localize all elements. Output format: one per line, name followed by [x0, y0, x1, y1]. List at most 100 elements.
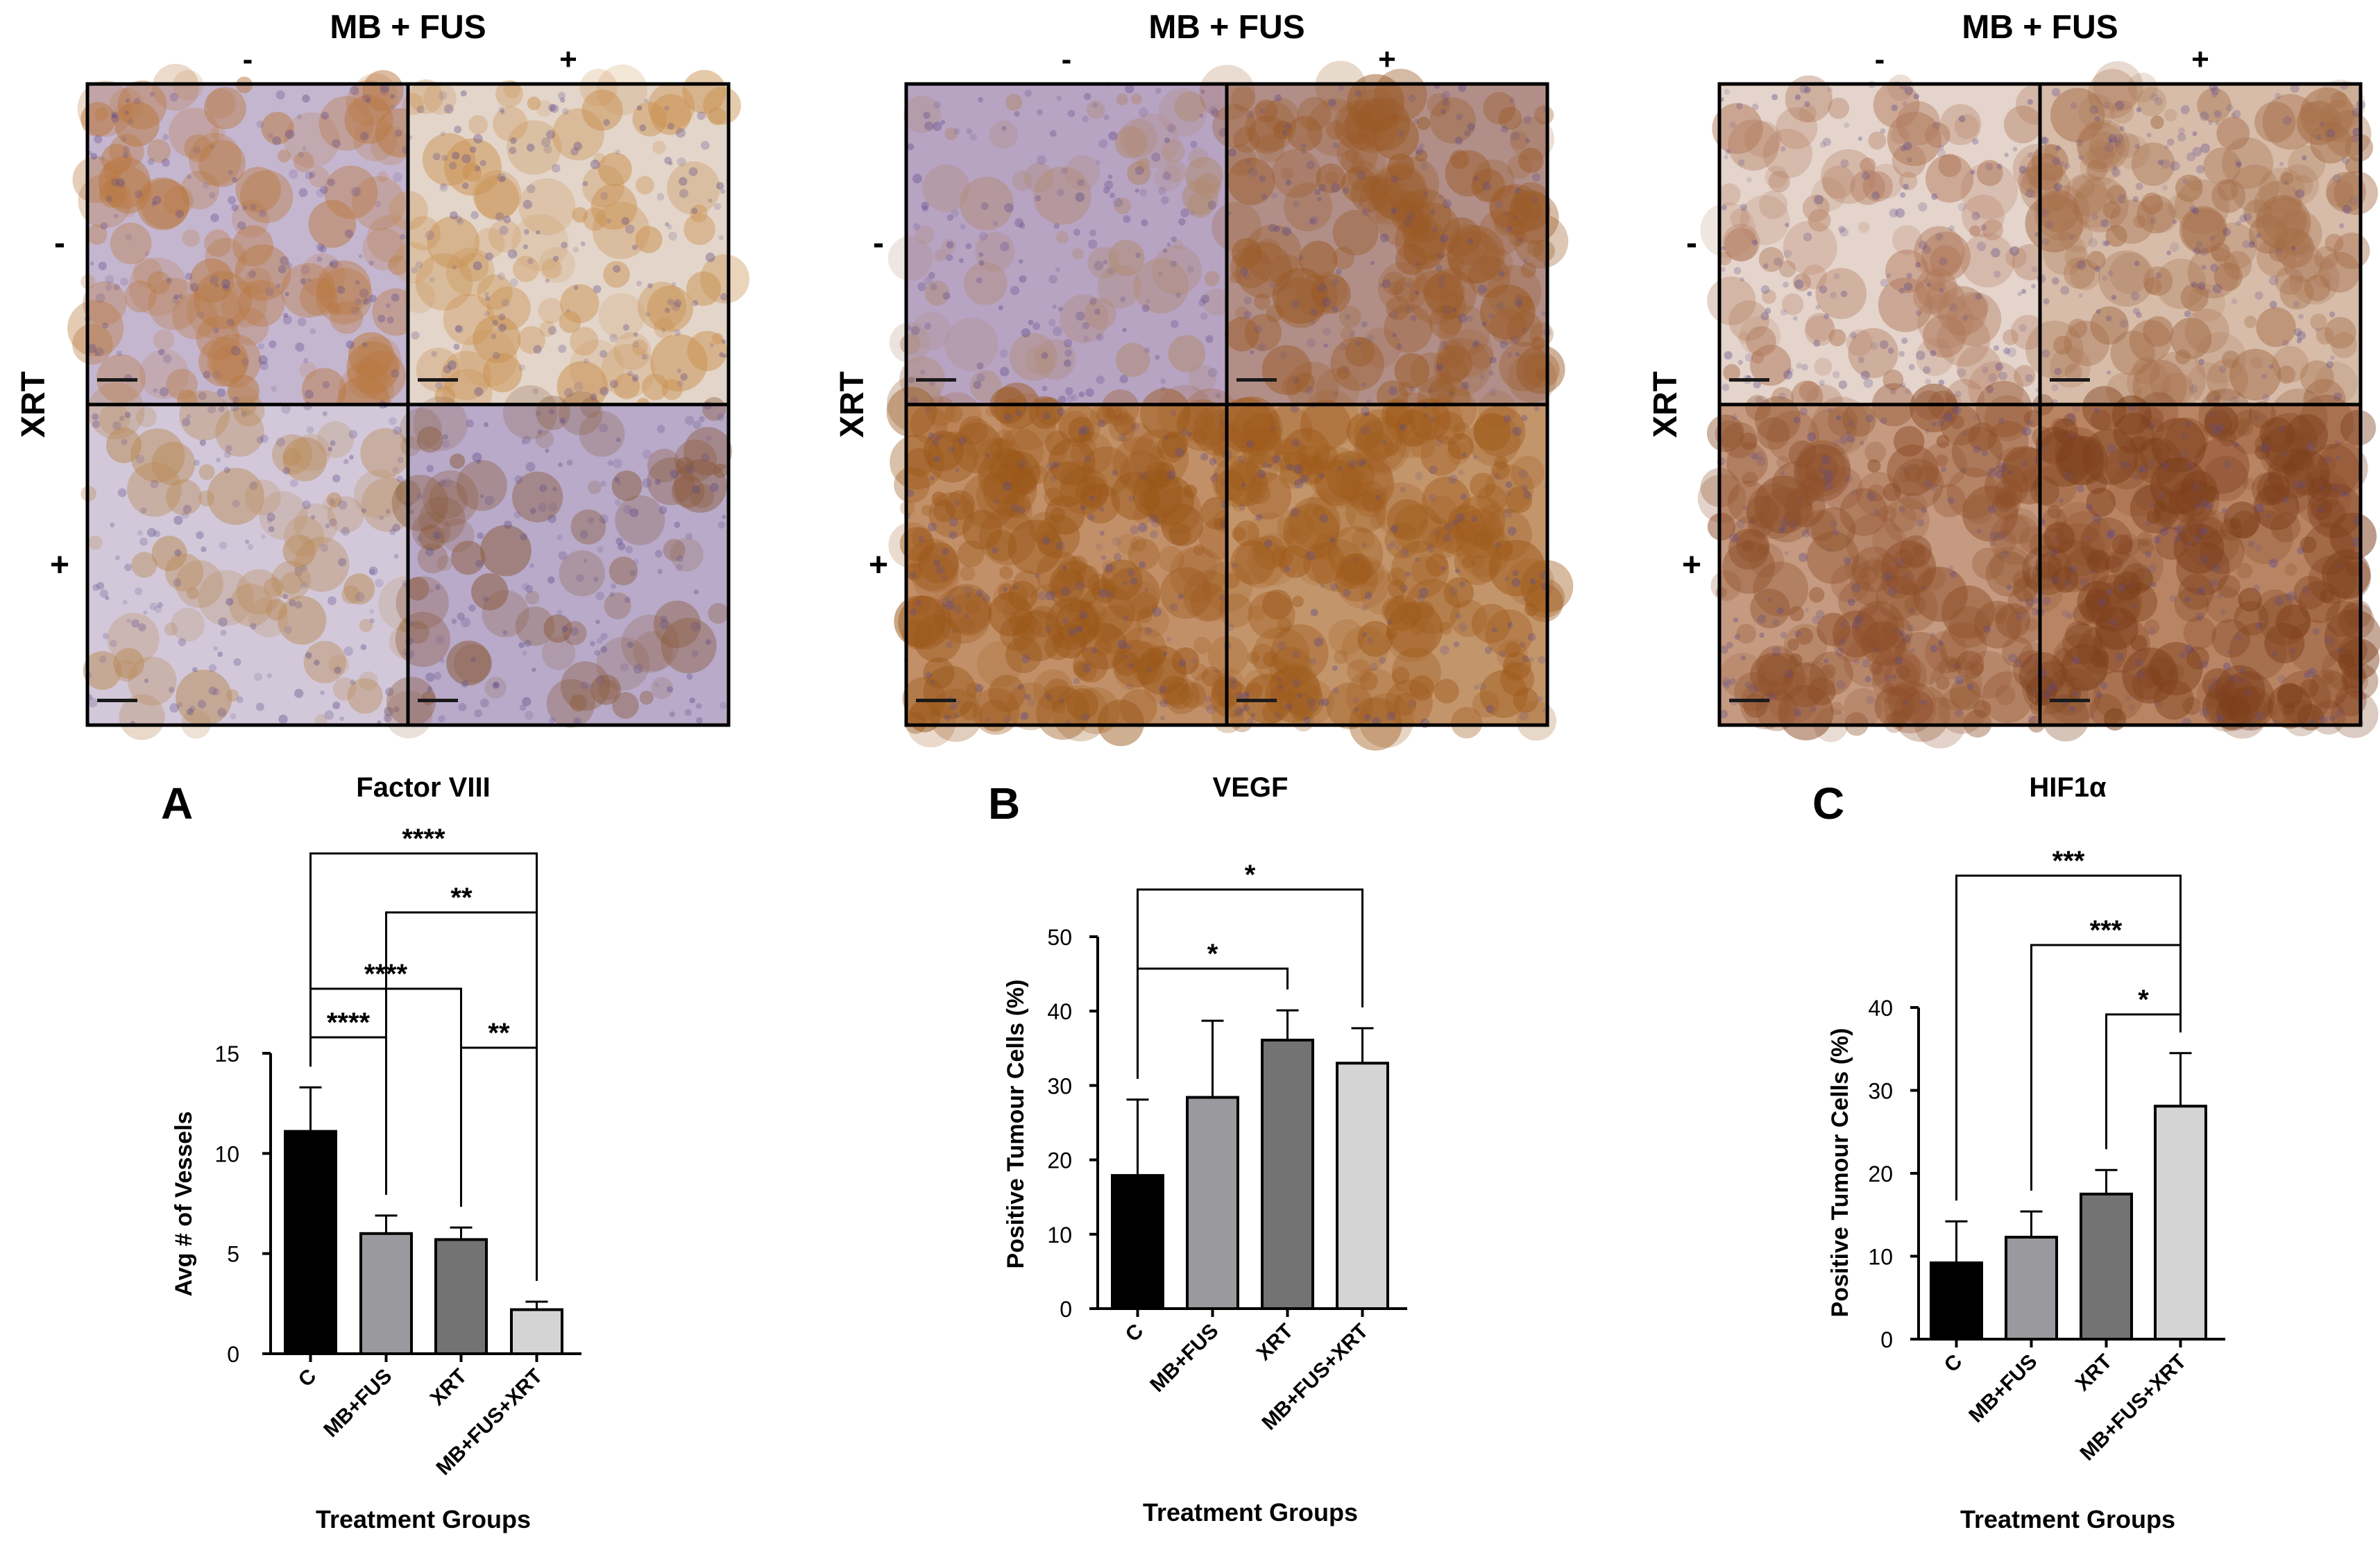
stain-blob: [2086, 549, 2111, 574]
nucleus: [2197, 282, 2206, 291]
nucleus: [316, 188, 325, 198]
nucleus: [978, 232, 988, 241]
stain-blob: [1868, 131, 1887, 150]
stain-blob: [355, 336, 402, 382]
stain-blob: [686, 271, 721, 306]
nucleus: [1962, 430, 1967, 436]
stain-blob: [1384, 441, 1399, 457]
stain-blob: [2238, 588, 2262, 612]
stain-blob: [1130, 641, 1162, 674]
significance-label: ****: [402, 824, 445, 854]
nucleus: [2139, 467, 2144, 473]
nucleus: [1832, 371, 1840, 379]
nucleus: [1810, 706, 1817, 713]
nucleus: [1895, 557, 1905, 567]
nucleus: [186, 414, 192, 419]
nucleus: [244, 539, 250, 544]
micrograph-panel: MB + FUS- +XRT-+: [15, 9, 750, 740]
nucleus: [610, 583, 617, 589]
nucleus: [629, 569, 636, 577]
nucleus: [172, 297, 179, 305]
stain-blob: [2154, 526, 2188, 560]
nucleus: [945, 253, 953, 262]
stain-blob: [479, 525, 532, 577]
nucleus: [259, 210, 266, 218]
stain-blob: [354, 469, 404, 519]
stain-blob: [326, 492, 342, 508]
stain-blob: [1742, 471, 1758, 488]
stain-blob: [1483, 92, 1516, 125]
nucleus: [1382, 279, 1391, 288]
nucleus: [328, 447, 333, 452]
nucleus: [921, 205, 928, 212]
stain-blob: [2051, 522, 2105, 577]
nucleus: [2193, 247, 2201, 255]
nucleus: [1277, 684, 1284, 690]
stain-blob: [1707, 276, 1756, 325]
stain-blob: [203, 87, 246, 130]
stain-blob: [1962, 485, 2018, 542]
stain-blob: [1247, 512, 1293, 559]
nucleus: [2025, 374, 2034, 382]
stain-blob: [1479, 509, 1532, 561]
nucleus: [1887, 347, 1894, 355]
stain-blob: [1336, 556, 1391, 609]
nucleus: [1334, 392, 1338, 397]
stain-blob: [1429, 305, 1463, 339]
nucleus: [1112, 469, 1118, 476]
nucleus: [250, 203, 257, 211]
nucleus: [669, 711, 675, 717]
nucleus: [2076, 484, 2084, 493]
nucleus: [1286, 463, 1293, 470]
stain-blob: [347, 678, 383, 714]
stain-blob: [1775, 107, 1818, 149]
nucleus: [670, 469, 679, 479]
nucleus: [359, 288, 369, 298]
stain-blob: [407, 621, 430, 644]
nucleus: [935, 434, 942, 441]
stain-blob: [1892, 225, 1922, 255]
nucleus: [951, 629, 957, 633]
stain-blob: [1830, 563, 1870, 603]
stain-blob: [1473, 529, 1495, 550]
stain-blob: [1885, 249, 1929, 294]
nucleus: [2192, 146, 2202, 157]
stain-blob: [1286, 362, 1339, 414]
stain-blob: [1125, 113, 1180, 168]
stain-blob: [437, 555, 453, 572]
nucleus: [2112, 165, 2117, 170]
stain-blob: [1912, 544, 1926, 557]
nucleus: [2150, 217, 2157, 224]
stain-blob: [713, 463, 728, 478]
nucleus: [339, 716, 344, 722]
nucleus: [169, 687, 175, 693]
stain-blob: [2282, 702, 2295, 715]
significance-bracket: [309, 852, 538, 1281]
stain-blob: [570, 327, 599, 356]
nucleus: [1159, 686, 1167, 693]
nucleus: [1259, 108, 1265, 114]
nucleus: [1241, 705, 1247, 711]
nucleus: [1163, 434, 1169, 441]
nucleus: [249, 622, 257, 630]
stain-blob: [1427, 495, 1457, 525]
stain-blob: [1768, 171, 1790, 193]
stain-blob: [2297, 101, 2341, 146]
nucleus: [1273, 226, 1280, 232]
stain-blob: [1375, 190, 1432, 247]
nucleus: [2184, 644, 2194, 654]
nucleus: [1321, 698, 1329, 706]
nucleus: [2302, 155, 2307, 161]
stain-blob: [2175, 174, 2203, 203]
nucleus: [932, 121, 942, 131]
nucleus: [2278, 425, 2286, 433]
nucleus: [705, 639, 711, 645]
nucleus: [1077, 179, 1085, 187]
nucleus: [1078, 391, 1085, 398]
nucleus: [1245, 691, 1250, 697]
stain-blob: [98, 156, 151, 209]
stain-blob: [1397, 188, 1452, 244]
nucleus: [1957, 203, 1966, 212]
nucleus: [1448, 474, 1458, 484]
stain-blob: [2175, 349, 2191, 365]
